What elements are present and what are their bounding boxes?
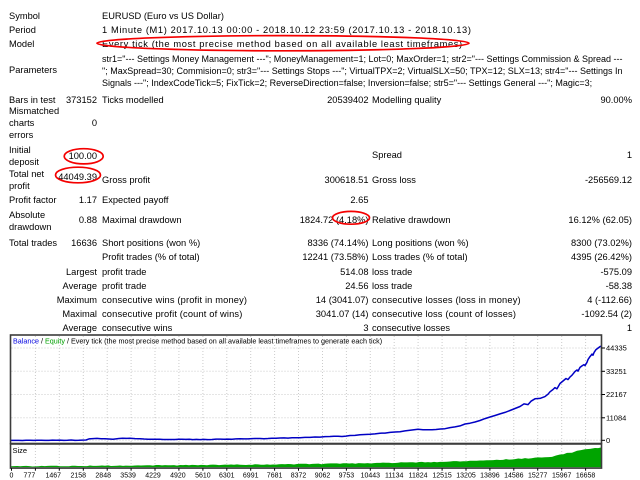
svg-text:0: 0 xyxy=(10,473,14,480)
svg-text:44335: 44335 xyxy=(606,344,627,353)
svg-text:9753: 9753 xyxy=(339,473,355,480)
svg-text:33251: 33251 xyxy=(606,367,627,376)
svg-text:2158: 2158 xyxy=(71,473,87,480)
svg-text:13896: 13896 xyxy=(480,473,500,480)
svg-text:11824: 11824 xyxy=(409,473,428,480)
svg-text:Balance / Equity / Every tick: Balance / Equity / Every tick (the most … xyxy=(13,337,382,346)
svg-text:22167: 22167 xyxy=(606,390,627,399)
svg-text:1467: 1467 xyxy=(46,473,62,480)
svg-text:Size: Size xyxy=(13,446,28,455)
svg-text:16658: 16658 xyxy=(576,473,596,480)
svg-text:12515: 12515 xyxy=(432,473,452,480)
svg-text:5610: 5610 xyxy=(195,473,211,480)
svg-text:15967: 15967 xyxy=(552,473,572,480)
svg-text:7681: 7681 xyxy=(267,473,283,480)
svg-text:3539: 3539 xyxy=(120,473,136,480)
svg-text:11084: 11084 xyxy=(606,413,626,422)
svg-text:14586: 14586 xyxy=(504,473,524,480)
svg-text:13205: 13205 xyxy=(456,473,476,480)
svg-text:6991: 6991 xyxy=(243,473,259,480)
svg-text:9062: 9062 xyxy=(315,473,331,480)
svg-text:4920: 4920 xyxy=(170,473,186,480)
svg-text:0: 0 xyxy=(606,436,610,445)
svg-text:10443: 10443 xyxy=(361,473,381,480)
svg-text:4229: 4229 xyxy=(145,473,161,480)
svg-text:6301: 6301 xyxy=(219,473,235,480)
svg-text:777: 777 xyxy=(24,473,36,480)
svg-text:2848: 2848 xyxy=(95,473,111,480)
svg-text:15277: 15277 xyxy=(528,473,548,480)
svg-text:11134: 11134 xyxy=(385,473,404,480)
svg-text:8372: 8372 xyxy=(291,473,307,480)
